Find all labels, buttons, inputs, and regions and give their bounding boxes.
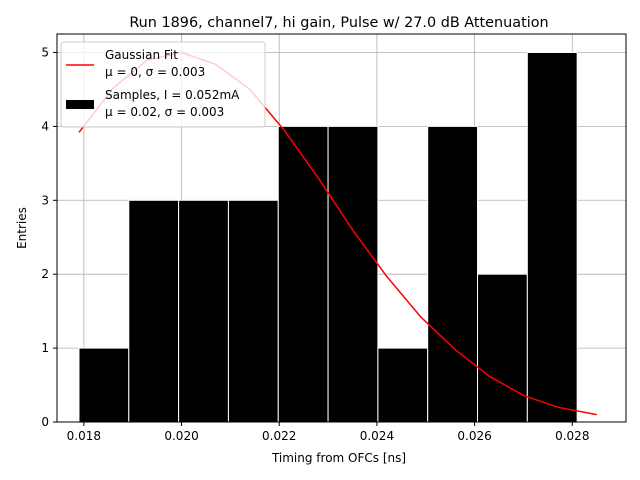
y-axis-ticks: 0 1 2 3 4 5 (41, 45, 57, 429)
x-tick-label: 0.026 (457, 429, 491, 443)
histogram-bar (277, 125, 329, 423)
legend-fit-label: Gaussian Fit (105, 48, 178, 62)
histogram-bar (526, 51, 578, 423)
plot-frame (56, 33, 627, 423)
y-tick-label: 2 (41, 267, 49, 281)
x-tick-label: 0.022 (262, 429, 296, 443)
histogram-bar (128, 199, 180, 423)
x-tick-label: 0.024 (360, 429, 394, 443)
legend-samples-label: Samples, I = 0.052mA (105, 88, 240, 102)
y-tick-label: 1 (41, 341, 49, 355)
chart-title: Run 1896, channel7, hi gain, Pulse w/ 27… (129, 15, 548, 31)
legend-samples-swatch (66, 100, 94, 109)
histogram-bar (78, 347, 130, 423)
histogram-bar (477, 273, 528, 423)
histogram-bar (427, 125, 479, 423)
y-tick-label: 5 (41, 45, 49, 59)
legend-samples-stats: μ = 0.02, σ = 0.003 (105, 105, 224, 119)
legend-fit-stats: μ = 0, σ = 0.003 (105, 65, 205, 79)
x-tick-label: 0.018 (67, 429, 101, 443)
y-tick-label: 3 (41, 193, 49, 207)
x-axis-ticks: 0.018 0.020 0.022 0.024 0.026 0.028 (67, 422, 589, 443)
x-axis-label: Timing from OFCs [ns] (271, 451, 406, 465)
legend: Gaussian Fit μ = 0, σ = 0.003 Samples, I… (60, 41, 266, 128)
y-tick-label: 0 (41, 415, 49, 429)
histogram-bars (78, 51, 578, 423)
x-tick-label: 0.020 (164, 429, 198, 443)
histogram-bar (377, 347, 429, 423)
y-tick-label: 4 (41, 119, 49, 133)
legend-box (60, 41, 266, 128)
histogram-bar (227, 199, 279, 423)
y-axis-label: Entries (15, 207, 29, 249)
histogram-bar (327, 125, 379, 423)
x-tick-label: 0.028 (555, 429, 589, 443)
histogram-bar (178, 199, 229, 423)
